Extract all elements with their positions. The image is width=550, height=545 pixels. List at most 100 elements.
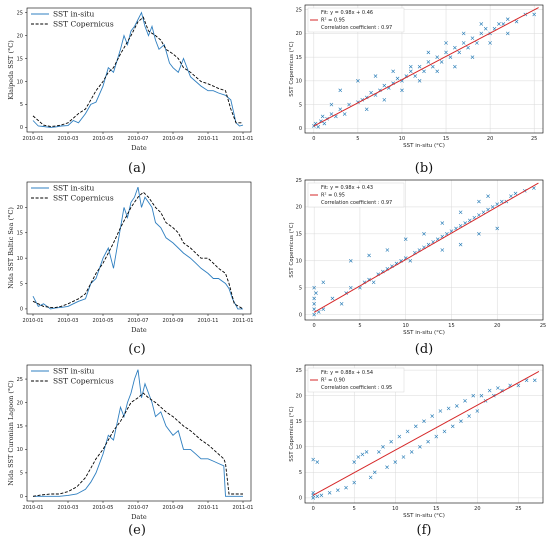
y-tick-label: 15 [17,424,23,430]
fit-line [313,7,539,127]
panel-e [25,364,252,503]
scatter-point [311,457,316,462]
scatter-point [312,285,316,290]
scatter-point [486,207,490,212]
x-tick-label: 2011-01 [233,136,254,142]
scatter-point [475,409,480,413]
y-tick-label: 15 [296,55,302,61]
y-axis-label: SST Copernicus (°C) [289,222,295,277]
scatter-point [426,439,430,444]
scatter-point [453,45,457,50]
x-tick-label: 10 [392,506,398,512]
scatter-point [395,76,400,81]
legend-box [307,182,405,208]
scatter-point [338,88,343,93]
scatter-point [389,439,393,444]
scatter-point [496,386,500,390]
y-tick-label: 5 [20,281,23,287]
y-tick-label: 25 [296,368,302,374]
series-line-copernicus [32,191,244,310]
x-tick-label: 2010-11 [198,136,219,142]
x-tick-label: 2010-03 [58,136,79,142]
annotation-text: R² = 0.90 [321,378,345,384]
scatter-point [322,121,327,126]
y-tick-label: 0 [20,494,23,500]
scatter-point [391,69,395,74]
scatter-point [422,69,426,74]
y-tick-label: 0 [20,125,23,131]
scatter-point [448,55,453,59]
y-tick-label: 20 [17,205,23,211]
scatter-point [497,22,501,26]
scatter-point [477,232,481,236]
annotation-text: Fit: y = 0.98x + 0.46 [321,10,373,16]
scatter-point [481,210,486,215]
scatter-point [418,444,422,449]
scatter-point [479,31,484,36]
x-tick-label: 20 [487,136,493,142]
x-tick-label: 2010-01 [23,318,44,324]
scatter-point [426,60,431,64]
x-tick-label: 2010-09 [163,505,184,511]
scatter-point [501,22,506,26]
plot-frame [304,179,544,321]
scatter-point [457,50,462,55]
x-tick-label: 15 [448,323,454,329]
y-tick-label: 20 [17,33,23,39]
y-tick-label: 25 [17,10,23,16]
scatter-point [495,202,500,207]
scatter-point [339,302,344,306]
y-axis-label: Klaipeda SST (°C) [7,40,15,100]
scatter-point [532,12,536,17]
scatter-point [352,460,357,464]
scatter-point [435,55,440,59]
scatter-point [422,419,426,424]
x-tick-label: 2010-05 [93,136,114,142]
x-tick-label: 25 [515,506,521,512]
y-tick-label: 10 [296,445,302,451]
scatter-point [314,291,318,295]
plot-frame [26,364,252,502]
scatter-point [461,31,466,36]
scatter-point [483,26,488,31]
x-tick-label: 5 [353,506,356,512]
scatter-point [311,490,316,495]
x-tick-label: 2010-09 [163,318,184,324]
scatter-point [440,221,445,225]
x-tick-label: 2010-11 [198,318,219,324]
x-tick-label: 2010-03 [58,505,79,511]
y-tick-label: 0 [299,126,302,132]
scatter-point [477,213,481,217]
y-tick-label: 10 [17,256,23,262]
annotation-text: Correlation coefficient : 0.97 [321,200,392,206]
scatter-point [505,17,510,22]
annotation-text: Correlation coefficient : 0.95 [321,385,392,391]
x-tick-label: 2011-01 [233,318,254,324]
y-tick-label: 15 [17,56,23,62]
scatter-point [471,393,476,398]
legend-label: SST Copernicus [53,20,114,29]
y-tick-label: 10 [296,259,302,265]
x-tick-label: 2010-07 [128,318,149,324]
scatter-point [315,460,320,464]
y-tick-label: 0 [20,307,23,313]
x-tick-label: 15 [433,506,439,512]
scatter-point [393,460,398,464]
y-axis-label: SST Copernicus (°C) [289,406,295,461]
scatter-point [409,450,414,454]
x-axis-label: Date [131,144,147,152]
scatter-point [312,302,316,306]
scatter-point [347,102,351,107]
y-axis-label: Nida SST Curonian Lagoon (°C) [7,380,15,486]
y-tick-label: 5 [299,285,302,291]
scatter-point [487,388,492,393]
y-tick-label: 20 [17,400,23,406]
scatter-point [466,45,470,50]
legend-label: SST Copernicus [53,194,114,203]
scatter-point [532,186,536,190]
y-tick-label: 25 [296,178,302,184]
x-tick-label: 25 [540,323,546,329]
x-tick-label: 2010-07 [128,505,149,511]
x-tick-label: 2010-09 [163,136,184,142]
